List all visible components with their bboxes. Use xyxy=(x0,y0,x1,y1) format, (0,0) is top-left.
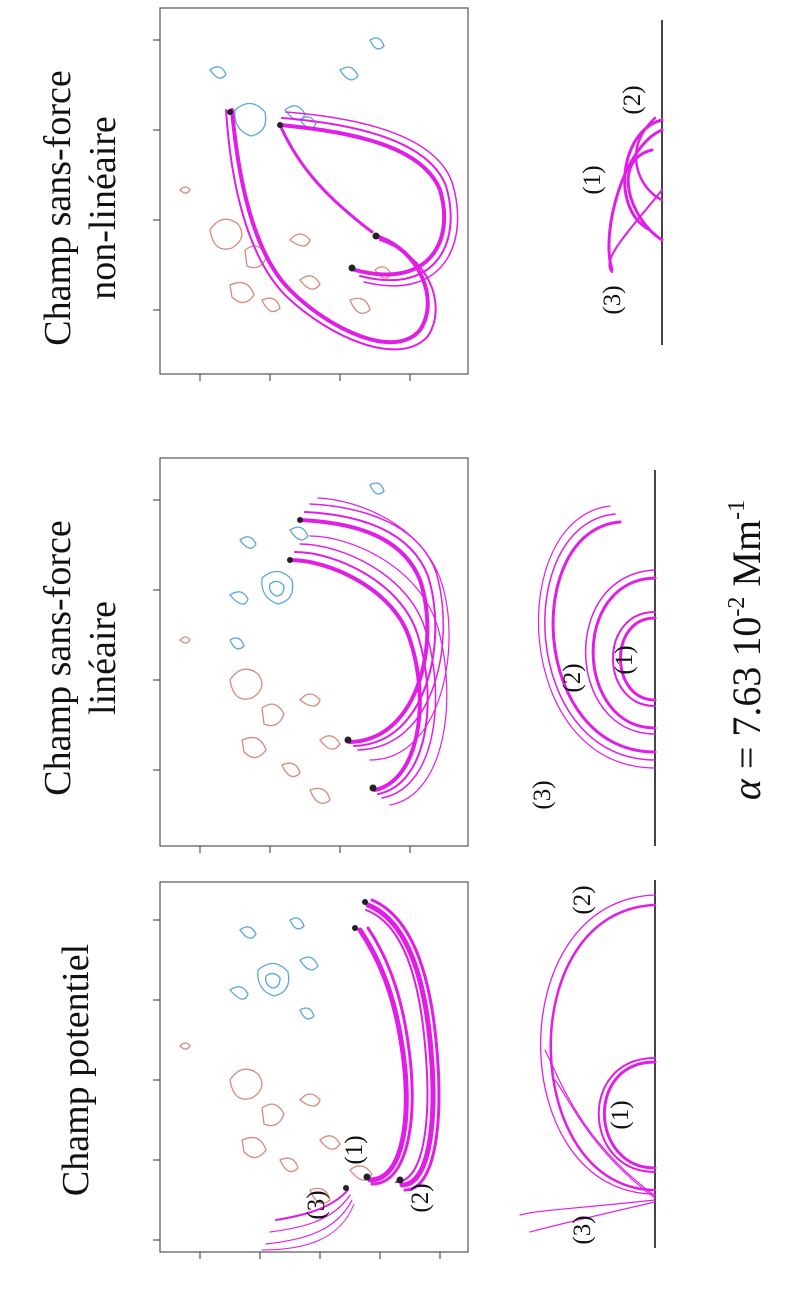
panel-potential-top-view-frame xyxy=(159,881,469,1253)
panel-potential-side-label-2: (2) xyxy=(569,885,596,914)
panel-linear-side-field-lines xyxy=(537,505,657,769)
panel-nonlinear-footpoints xyxy=(227,109,380,272)
panel-nonlinear-field-lines xyxy=(225,108,459,351)
panel-nonlinear-side-field-lines xyxy=(607,116,664,273)
panel-nonlinear-side-label-3: (3) xyxy=(599,285,626,314)
panel-potential-side-label-3: (3) xyxy=(569,1215,596,1244)
panel-potential-top-label-1: (1) xyxy=(341,1135,368,1164)
panel-linear-positive-contours xyxy=(179,636,341,804)
alpha-unit: Mm xyxy=(724,520,769,587)
panel-linear: Champ sans-force linéaire xyxy=(37,457,657,853)
panel-potential: Champ potentiel xyxy=(55,880,657,1259)
panel-potential-top-label-3: (3) xyxy=(303,1190,330,1219)
panel-potential-side-label-1: (1) xyxy=(607,1100,634,1129)
panel-linear-title-line2: linéaire xyxy=(82,601,124,715)
panel-potential-ticks xyxy=(153,919,441,1259)
alpha-symbol: α xyxy=(724,778,769,800)
panel-linear-side-label-1: (1) xyxy=(611,645,638,674)
panel-nonlinear: Champ sans-force non-linéaire xyxy=(37,7,664,381)
panel-linear-ticks xyxy=(153,499,411,853)
panel-nonlinear-title-line2: non-linéaire xyxy=(82,116,124,300)
panel-linear-negative-contours xyxy=(229,482,385,650)
panel-linear-footpoints xyxy=(287,517,377,792)
panel-potential-title: Champ potentiel xyxy=(55,944,97,1196)
alpha-number: = 7.63 10 xyxy=(724,617,769,770)
panel-nonlinear-side-label-2: (2) xyxy=(619,85,646,114)
panel-potential-top-label-2: (2) xyxy=(407,1183,434,1212)
panel-nonlinear-side-label-1: (1) xyxy=(579,165,606,194)
alpha-value: α = 7.63 10-2 Mm-1 xyxy=(724,500,769,800)
panel-linear-side-label-2: (2) xyxy=(559,663,586,692)
panel-linear-side-label-3: (3) xyxy=(529,780,556,809)
panel-potential-footpoints xyxy=(343,899,404,1191)
panel-potential-side-field-lines xyxy=(519,894,657,1233)
panel-potential-field-lines xyxy=(261,898,441,1251)
panel-potential-positive-contours xyxy=(179,1042,373,1204)
panel-nonlinear-title-line1: Champ sans-force xyxy=(37,70,79,345)
panel-nonlinear-ticks xyxy=(153,39,411,381)
panel-linear-field-lines xyxy=(288,497,450,806)
panel-potential-negative-contours xyxy=(229,917,319,1020)
panel-linear-title-line1: Champ sans-force xyxy=(37,520,79,795)
alpha-exponent: -2 xyxy=(724,597,750,617)
alpha-unit-exponent: -1 xyxy=(724,500,750,520)
